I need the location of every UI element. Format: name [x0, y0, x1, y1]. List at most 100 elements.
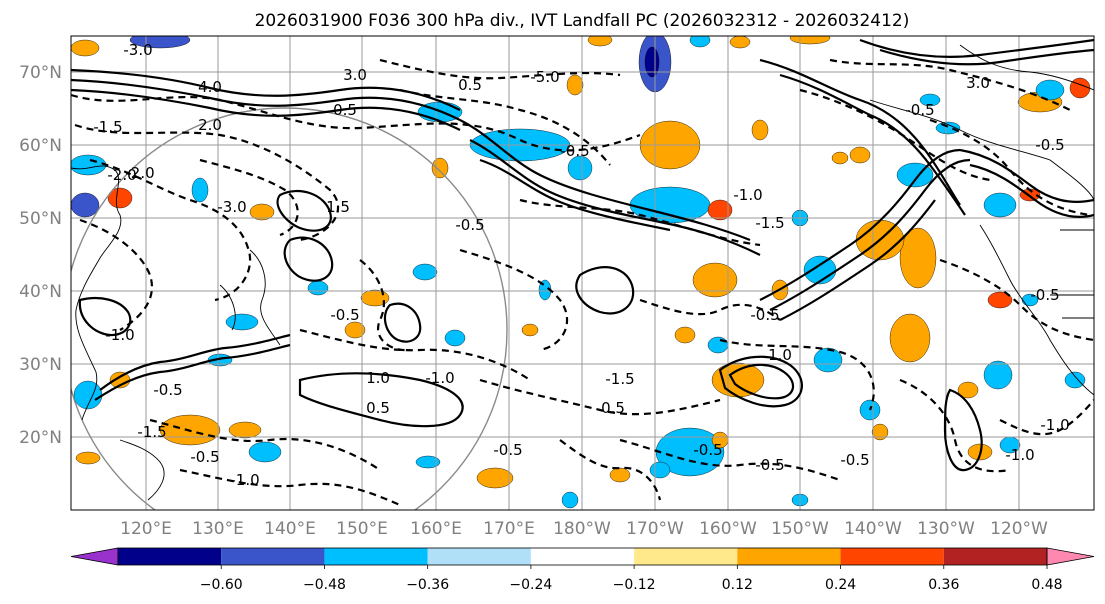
- divergence-shade: [889, 313, 931, 363]
- latitude-label: 50°N: [19, 209, 62, 229]
- divergence-shade: [751, 119, 769, 141]
- divergence-shade: [609, 467, 631, 483]
- longitude-labels: 120°E 130°E 140°E 150°E 160°E 170°E 180°W 170°W…: [120, 519, 1048, 539]
- latitude-label: 70°N: [19, 63, 62, 83]
- longitude-label: 130°E: [192, 519, 244, 539]
- longitude-label: 140°E: [264, 519, 316, 539]
- colorbar-tick-label: 0.36: [928, 577, 959, 593]
- contour-label: -0.5: [455, 216, 484, 234]
- latitude-label: 20°N: [19, 428, 62, 448]
- contour-label: -3.0: [123, 41, 152, 59]
- divergence-shade: [129, 36, 191, 49]
- longitude-label: 140°W: [844, 519, 902, 539]
- divergence-shade: [813, 347, 843, 373]
- longitude-label: 180°W: [553, 519, 611, 539]
- contour-label: -0.5: [693, 441, 722, 459]
- longitude-label: 130°W: [917, 519, 975, 539]
- colorbar-max-arrow: [1046, 547, 1095, 566]
- divergence-shade: [1064, 371, 1086, 389]
- colorbar-tick-label: 0.12: [722, 577, 753, 593]
- contour-label: -0.5: [755, 456, 784, 474]
- colorbar-min-arrow: [70, 547, 119, 566]
- contour-label: -0.5: [330, 306, 359, 324]
- contour-label: -1.0: [230, 471, 259, 489]
- divergence-shade: [344, 321, 366, 339]
- divergence-shade: [225, 313, 259, 331]
- contour-label: 4.0: [198, 78, 222, 96]
- latitude-labels: 70°N 60°N 50°N 40°N 30°N 20°N: [19, 63, 62, 448]
- contour-label: -0.5: [153, 381, 182, 399]
- divergence-shade: [871, 423, 889, 441]
- divergence-shade: [307, 280, 329, 296]
- contour-label: -0.5: [840, 451, 869, 469]
- contour-label: 0.5: [458, 76, 482, 94]
- contour-label: -1.0: [733, 186, 762, 204]
- colorbar: [70, 547, 1095, 566]
- colorbar-outline: [117, 547, 1048, 566]
- contour-label: -2.0: [125, 164, 154, 182]
- latitude-label: 30°N: [19, 355, 62, 375]
- contour-label: -1.5: [137, 423, 166, 441]
- divergence-shade: [71, 154, 107, 176]
- contour-label: -1.0: [1005, 446, 1034, 464]
- divergence-shade: [983, 360, 1013, 390]
- divergence-shade: [707, 199, 733, 221]
- colorbar-segment: [427, 548, 531, 565]
- colorbar-tick-label: −0.48: [303, 577, 346, 593]
- colorbar-tick-label: 0.24: [825, 577, 856, 593]
- divergence-shade: [71, 39, 100, 57]
- contour-label: -0.5: [190, 448, 219, 466]
- longitude-label: 160°E: [410, 519, 462, 539]
- contour-label: -0.5: [1030, 286, 1059, 304]
- divergence-shade: [711, 362, 765, 398]
- contour-label: -3.0: [217, 198, 246, 216]
- divergence-shade: [849, 146, 871, 164]
- contour-label: 2.0: [198, 116, 222, 134]
- colorbar-segment: [221, 548, 325, 565]
- colorbar-segment: [634, 548, 738, 565]
- colorbar-segment: [530, 548, 635, 565]
- colorbar-ticks: −0.60 −0.48 −0.36 −0.24 −0.12 0.12 0.24 0.36 0.4…: [200, 565, 1063, 593]
- divergence-shade: [729, 36, 751, 49]
- divergence-shade: [1021, 293, 1039, 307]
- divergence-shade: [191, 177, 209, 203]
- colorbar-tick-label: −0.60: [200, 577, 243, 593]
- longitude-label: 150°W: [771, 519, 829, 539]
- divergence-shade: [444, 329, 466, 347]
- divergence-shade: [674, 326, 696, 344]
- divergence-shade: [561, 491, 579, 509]
- contour-label: 1.0: [768, 346, 792, 364]
- contour-label: 0.5: [601, 399, 625, 417]
- longitude-label: 170°W: [626, 519, 684, 539]
- divergence-shade: [987, 291, 1013, 309]
- divergence-shade: [789, 36, 831, 45]
- divergence-shade: [919, 93, 941, 107]
- map-panel: -5.0 3.0 4.0 -3.0 2.0 -1.5 -2.0 1.5 -3.0 -0.5 -0.5…: [71, 36, 1094, 510]
- contour-label: -1.5: [605, 370, 634, 388]
- dashed-contours: [71, 58, 1094, 507]
- divergence-shade: [107, 187, 133, 209]
- longitude-label: 150°E: [336, 519, 388, 539]
- contour-label: -2.0: [107, 166, 136, 184]
- divergence-shade: [1035, 79, 1065, 101]
- contour-label: -1.0: [105, 326, 134, 344]
- divergence-shade: [803, 255, 837, 285]
- contour-label: -1.5: [755, 214, 784, 232]
- contour-label: -0.5: [1035, 136, 1064, 154]
- contour-label: -0.5: [905, 101, 934, 119]
- divergence-shade: [415, 455, 441, 469]
- colorbar-segment: [737, 548, 841, 565]
- map-frame: [70, 35, 1095, 511]
- divergence-shade: [566, 74, 584, 96]
- contour-label: 1.0: [366, 369, 390, 387]
- divergence-shade: [899, 227, 937, 289]
- divergence-shade: [649, 461, 671, 479]
- divergence-shade: [689, 36, 711, 48]
- contour-label: -0.5: [493, 441, 522, 459]
- latitude-label: 40°N: [19, 282, 62, 302]
- divergence-shade: [71, 192, 100, 218]
- contour-label: 0.5: [366, 399, 390, 417]
- divergence-shade: [692, 262, 738, 298]
- divergence-shade: [521, 323, 539, 337]
